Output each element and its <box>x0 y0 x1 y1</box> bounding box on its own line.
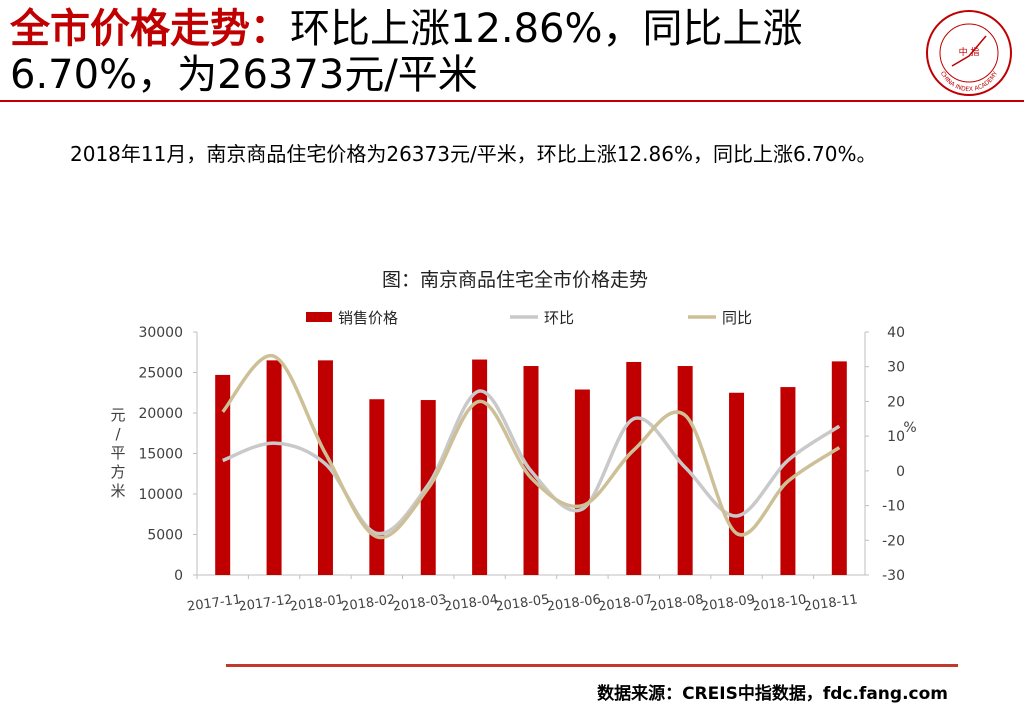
x-tick-label: 2017-11 <box>186 592 242 614</box>
title-rest: 环比上涨12.86%，同比上涨6.70%，为26373元/平米 <box>10 6 803 98</box>
y2-tick-label: 20 <box>887 394 905 410</box>
price-bar <box>574 389 590 575</box>
data-source: 数据来源：CREIS中指数据，fdc.fang.com <box>597 684 948 704</box>
footer-divider <box>226 664 958 667</box>
x-tick-label: 2018-08 <box>649 592 705 614</box>
y2-tick-label: -10 <box>882 499 905 515</box>
y2-tick-label: 40 <box>887 325 905 341</box>
x-tick-label: 2018-07 <box>597 592 653 614</box>
y-tick-label: 25000 <box>138 366 183 382</box>
price-bar <box>215 374 231 575</box>
legend-swatch-price <box>306 312 332 322</box>
y-axis-title: 元/平方米 <box>110 406 125 500</box>
x-tick-label: 2018-10 <box>751 592 807 614</box>
x-tick-label: 2018-04 <box>443 592 499 614</box>
logo-center-text: 中 指 <box>959 46 980 58</box>
title-divider <box>0 100 1024 102</box>
y2-tick-label: -20 <box>882 533 905 549</box>
legend-label-yoy: 同比 <box>722 309 752 327</box>
price-bar <box>266 360 282 575</box>
y2-tick-label: 30 <box>887 360 905 376</box>
title-lead: 全市价格走势： <box>10 6 290 52</box>
y-tick-label: 0 <box>174 568 183 584</box>
x-tick-label: 2018-05 <box>495 592 551 614</box>
x-tick-label: 2018-03 <box>392 592 448 614</box>
price-bar <box>317 360 333 575</box>
page-title: 全市价格走势：环比上涨12.86%，同比上涨6.70%，为26373元/平米 <box>10 6 890 98</box>
yoy-line <box>221 354 841 540</box>
y-tick-label: 15000 <box>138 447 183 463</box>
x-tick-label: 2018-06 <box>546 592 602 614</box>
x-tick-label: 2018-01 <box>289 592 345 614</box>
y-tick-label: 5000 <box>147 528 183 544</box>
x-tick-label: 2018-09 <box>700 592 756 614</box>
y-tick-label: 10000 <box>138 487 183 503</box>
chart-title: 图：南京商品住宅全市价格走势 <box>382 269 648 291</box>
summary-text: 2018年11月，南京商品住宅价格为26373元/平米，环比上涨12.86%，同… <box>70 142 877 166</box>
legend-label-price: 销售价格 <box>338 309 398 327</box>
x-tick-label: 2018-02 <box>340 592 396 614</box>
y-tick-label: 30000 <box>138 325 183 341</box>
legend-label-mom: 环比 <box>544 309 574 327</box>
price-bar <box>729 392 745 575</box>
x-tick-label: 2017-12 <box>238 592 294 614</box>
price-bar <box>831 361 847 575</box>
x-tick-label: 2018-11 <box>803 592 859 614</box>
y2-tick-label: 0 <box>896 464 905 480</box>
price-bar <box>369 399 385 575</box>
y2-axis-title: % <box>903 420 916 436</box>
y2-tick-label: 10 <box>887 429 905 445</box>
price-bar <box>626 361 642 575</box>
y2-tick-label: -30 <box>882 568 905 584</box>
price-bar <box>472 359 488 575</box>
china-index-academy-logo: CHINA INDEX ACADEMY 中 指 <box>926 10 1012 96</box>
y-tick-label: 20000 <box>138 406 183 422</box>
